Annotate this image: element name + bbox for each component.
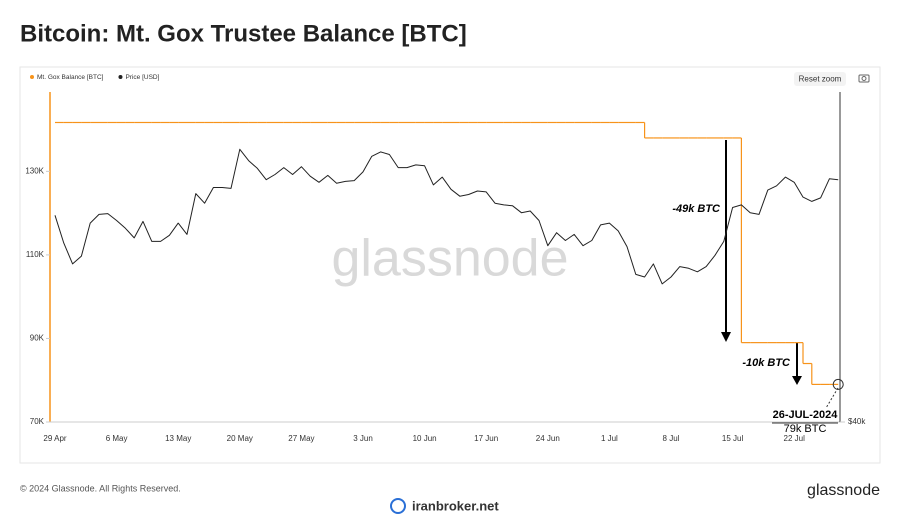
x-tick-label: 20 May	[227, 434, 253, 443]
x-tick-label: 24 Jun	[536, 434, 560, 443]
y-tick-label: 110K	[26, 250, 45, 259]
source-icon	[390, 498, 406, 514]
legend-label: Price [USD]	[125, 74, 159, 81]
legend-dot	[118, 75, 123, 79]
arrows	[721, 140, 802, 385]
copyright: © 2024 Glassnode. All Rights Reserved.	[20, 483, 181, 493]
x-tick-label: 29 Apr	[43, 434, 66, 443]
page-title: Bitcoin: Mt. Gox Trustee Balance [BTC]	[20, 20, 467, 47]
legend-label: Mt. Gox Balance [BTC]	[37, 74, 104, 81]
logo: glassnode	[807, 482, 880, 499]
x-tick-label: 17 Jun	[474, 434, 498, 443]
legend-dot	[30, 75, 34, 79]
source: iranbroker.net	[412, 498, 499, 513]
date-label: 26-JUL-2024	[773, 409, 839, 421]
value-label: 79k BTC	[784, 423, 827, 435]
annotation: -49k BTC	[672, 203, 721, 215]
annotation: -10k BTC	[742, 357, 791, 369]
x-tick-label: 6 May	[106, 434, 128, 443]
chart-card	[19, 66, 881, 464]
price-line	[54, 148, 839, 285]
x-tick-label: 15 Jul	[722, 434, 744, 443]
x-tick-label: 8 Jul	[663, 434, 680, 443]
watermark: glassnode	[331, 230, 568, 288]
end-marker	[832, 378, 844, 390]
x-tick-label: 1 Jul	[601, 434, 618, 443]
x-tick-label: 22 Jul	[784, 434, 806, 443]
camera-icon[interactable]	[858, 74, 870, 83]
y-tick-label: 90K	[30, 334, 45, 343]
reset-zoom-button[interactable]	[794, 72, 846, 86]
y-tick-label: 130K	[25, 166, 44, 175]
x-tick-label: 27 May	[288, 434, 314, 443]
x-tick-label: 10 Jun	[413, 434, 437, 443]
reset-zoom-label[interactable]: Reset zoom	[799, 75, 842, 84]
y-tick-label: 70K	[30, 417, 45, 426]
y2-tick-label: $40k	[848, 417, 866, 426]
x-tick-label: 13 May	[165, 434, 191, 443]
x-tick-label: 3 Jun	[353, 434, 373, 443]
